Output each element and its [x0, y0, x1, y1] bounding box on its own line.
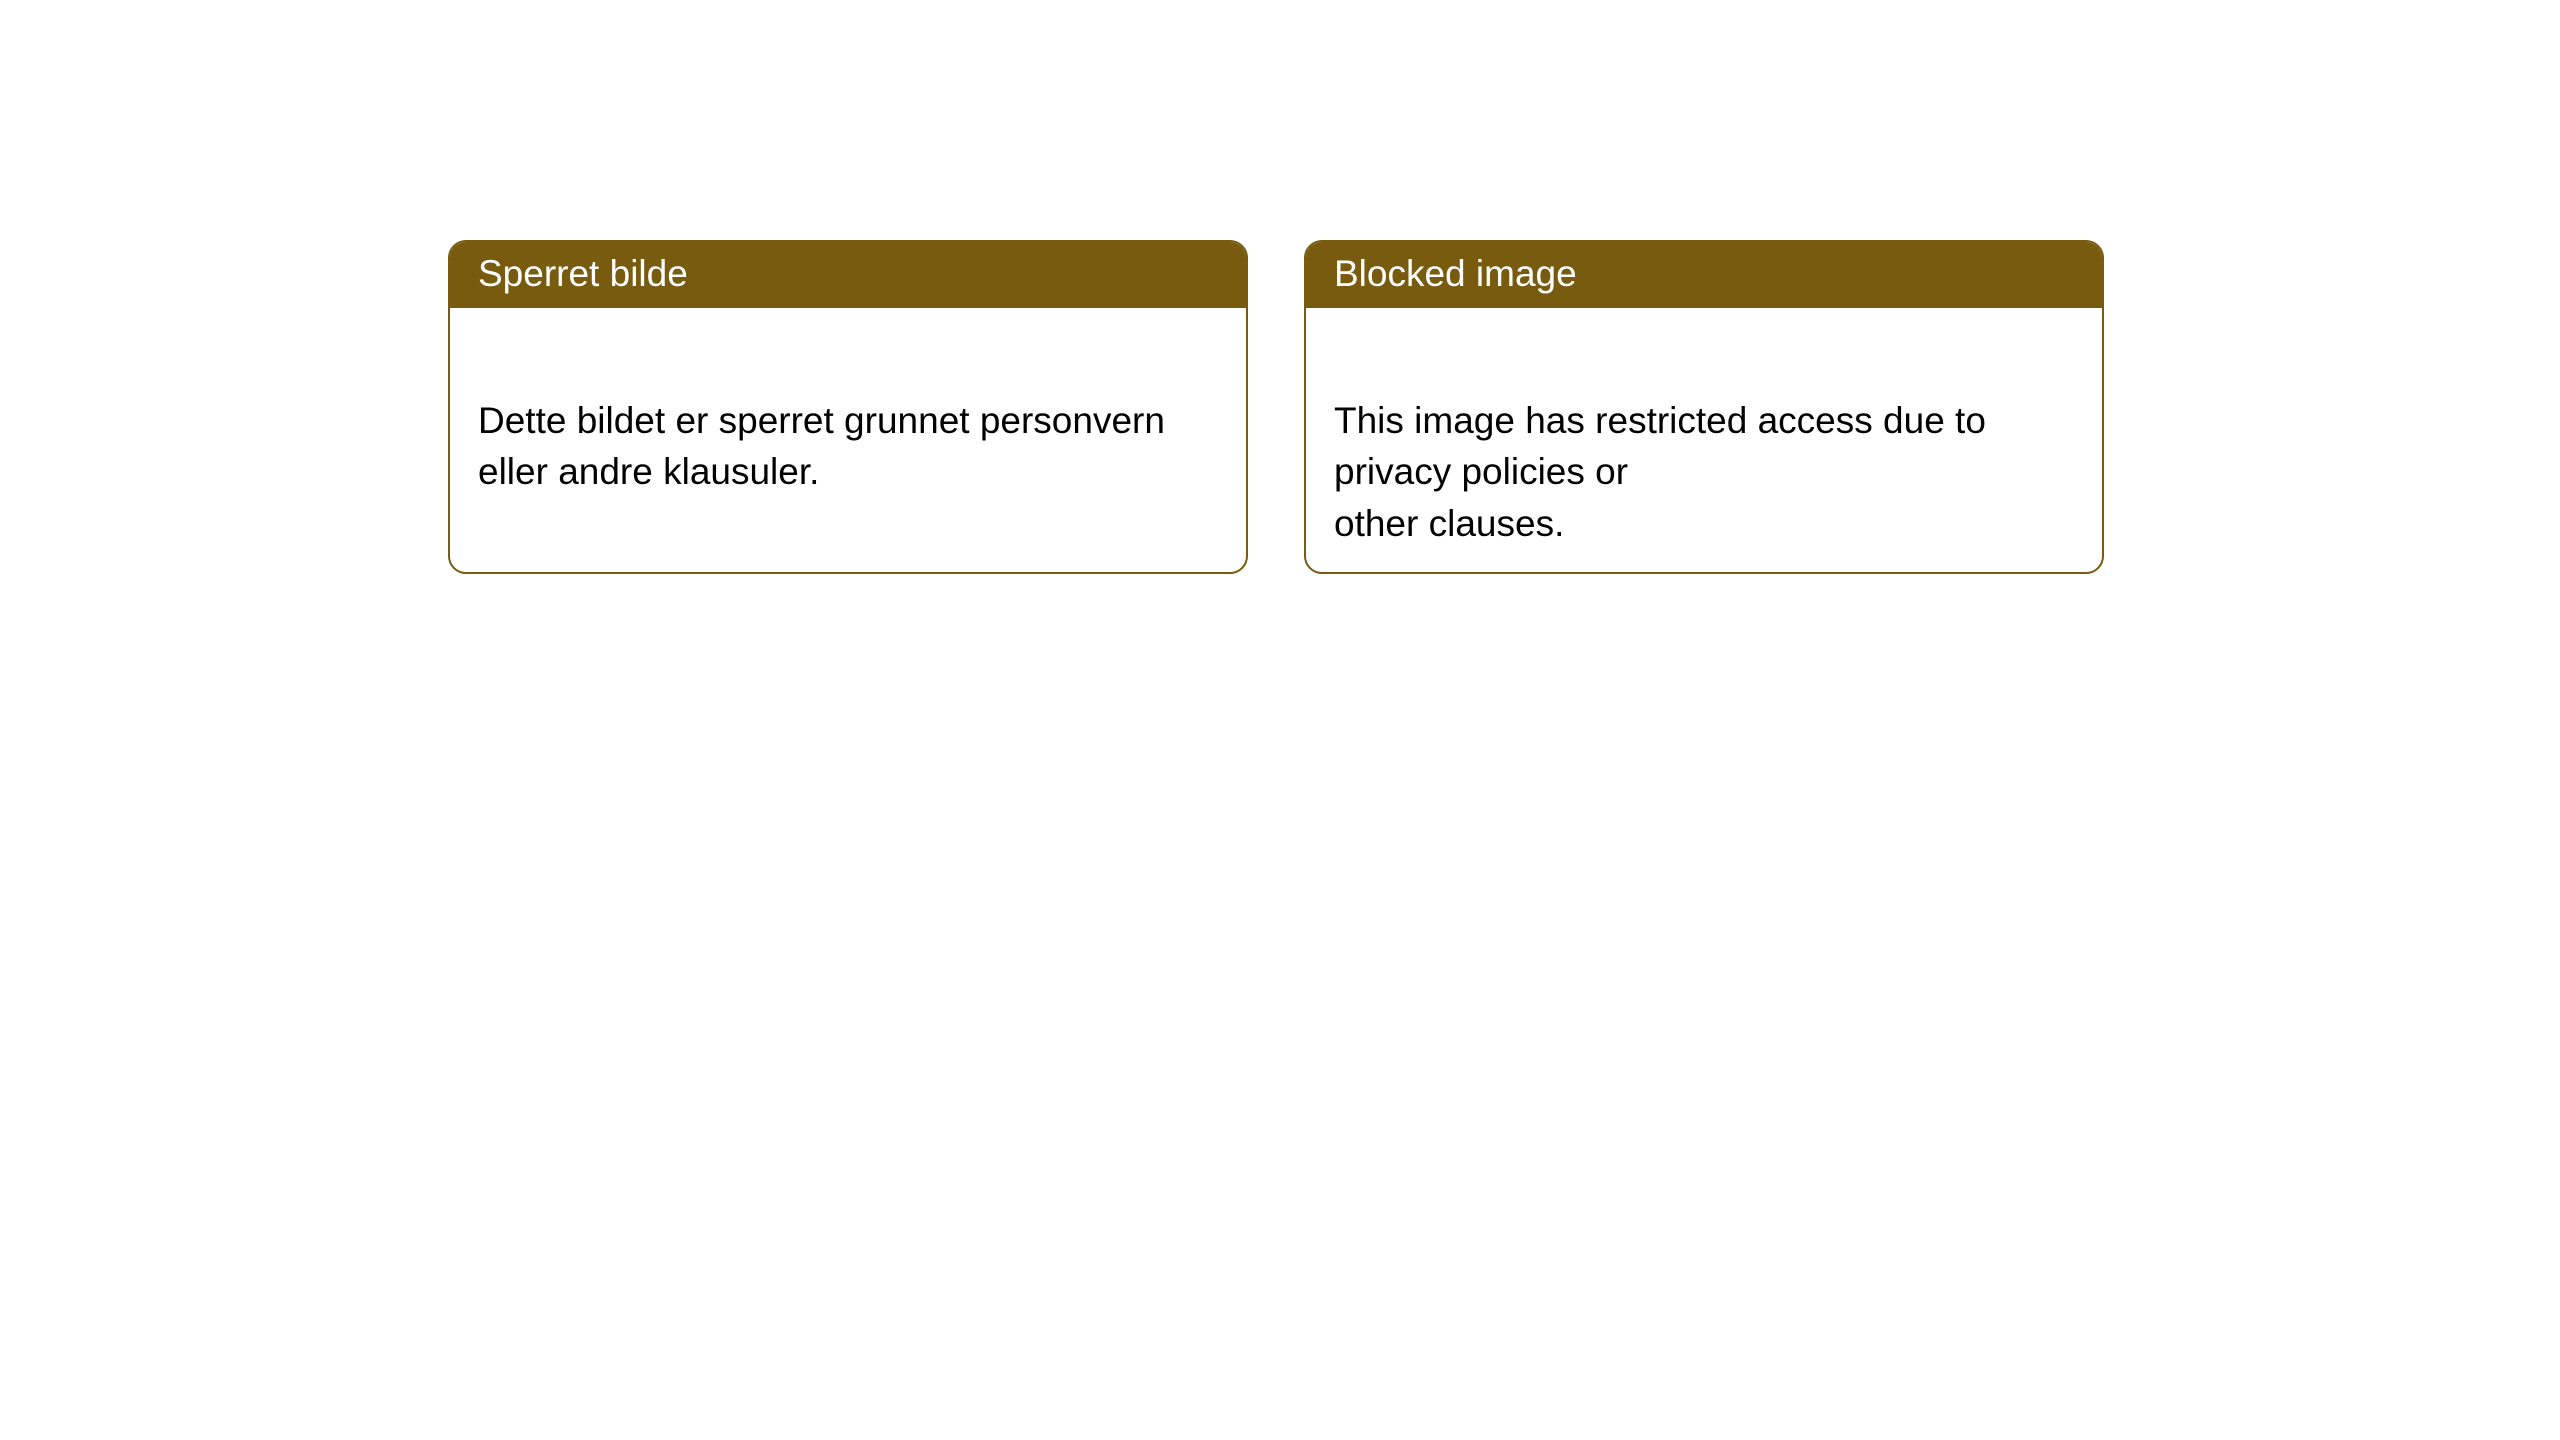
- blocked-image-card-en: Blocked image This image has restricted …: [1304, 240, 2104, 574]
- card-container: Sperret bilde Dette bildet er sperret gr…: [0, 0, 2560, 574]
- card-title: Blocked image: [1334, 253, 1577, 294]
- card-body: Dette bildet er sperret grunnet personve…: [450, 308, 1246, 533]
- card-header: Sperret bilde: [450, 242, 1246, 308]
- card-header: Blocked image: [1306, 242, 2102, 308]
- card-title: Sperret bilde: [478, 253, 688, 294]
- card-body-text: Dette bildet er sperret grunnet personve…: [478, 400, 1165, 492]
- card-body: This image has restricted access due to …: [1306, 308, 2102, 574]
- blocked-image-card-no: Sperret bilde Dette bildet er sperret gr…: [448, 240, 1248, 574]
- card-body-text: This image has restricted access due to …: [1334, 400, 1986, 543]
